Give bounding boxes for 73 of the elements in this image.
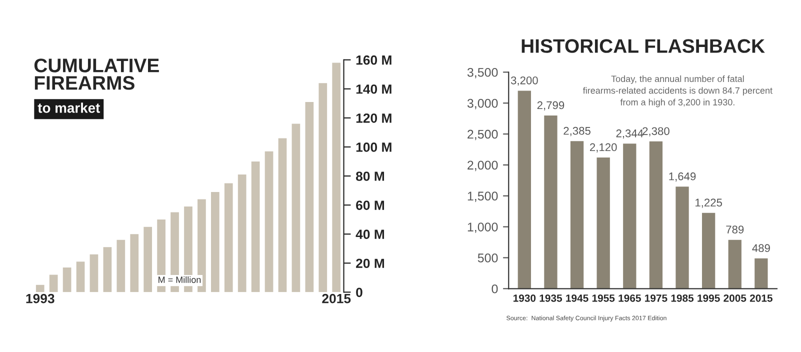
- x-tick-label: 1995: [698, 294, 720, 302]
- chart-title: CUMULATIVE FIREARMS: [34, 58, 159, 90]
- y-tick-label: 3,500: [467, 68, 498, 78]
- y-tick-label: 100 M: [356, 142, 392, 152]
- x-tick-label: 1985: [671, 294, 694, 302]
- data-label: 2,120: [590, 143, 617, 152]
- bar: [278, 138, 287, 292]
- y-tick-label: 1,000: [468, 222, 498, 233]
- bar: [238, 174, 246, 292]
- bar: [130, 234, 139, 292]
- bar: [116, 240, 126, 292]
- bar: [224, 183, 233, 292]
- bar: [332, 62, 341, 292]
- y-tick-label: 80 M: [356, 172, 384, 181]
- y-tick-label: 160 M: [356, 55, 392, 65]
- bar: [264, 151, 274, 292]
- bar: [676, 186, 689, 289]
- y-tick-label: 2,500: [468, 130, 498, 140]
- bar: [754, 258, 768, 289]
- y-tick-label: 40 M: [356, 230, 384, 239]
- bar: [649, 141, 663, 289]
- annotation: Today, the annual number of fatal firearms-related accidents is down 84.7 percent from a high of 3,200 in 1930.: [582, 75, 772, 108]
- bar: [305, 102, 314, 292]
- bar: [318, 83, 328, 292]
- bar: [49, 274, 58, 292]
- y-tick-label: 1,500: [468, 192, 498, 202]
- data-label: 2,344: [616, 129, 644, 139]
- x-tick-label: 1955: [592, 294, 615, 302]
- data-label: 2,799: [537, 101, 564, 110]
- y-tick-label: 60 M: [356, 200, 384, 210]
- y-tick-label: 0: [492, 284, 498, 294]
- bar: [251, 161, 260, 292]
- bar: [144, 226, 152, 292]
- bar: [62, 267, 72, 292]
- data-label: 789: [726, 226, 744, 234]
- data-label: 2,385: [564, 126, 590, 136]
- data-label: 3,200: [510, 76, 538, 86]
- x-tick-label: 1965: [618, 294, 641, 302]
- bar: [76, 262, 85, 292]
- bar: [292, 124, 300, 292]
- x-tick-label: 1935: [540, 294, 562, 302]
- annotation: M = Million: [158, 276, 201, 283]
- y-tick-label: 20 M: [356, 258, 384, 268]
- y-tick-label: 500: [478, 254, 498, 262]
- bar: [570, 141, 584, 289]
- bar: [728, 240, 742, 289]
- data-label: 1,225: [696, 198, 722, 208]
- chart-title: HISTORICAL FLASHBACK: [522, 39, 765, 53]
- data-label: 1,649: [669, 172, 696, 182]
- x-tick-label: 1993: [26, 294, 54, 304]
- bar: [596, 158, 610, 289]
- y-tick-label: 2,000: [468, 160, 498, 172]
- bar: [623, 144, 636, 289]
- y-tick-label: 140 M: [356, 84, 392, 94]
- y-tick-label: 3,000: [467, 98, 498, 110]
- bar: [103, 247, 112, 292]
- bar: [544, 116, 558, 289]
- y-tick-label: 120 M: [356, 113, 392, 123]
- x-tick-label: 2005: [724, 294, 746, 302]
- data-label: 489: [752, 244, 770, 252]
- x-tick-label: 2015: [322, 294, 351, 304]
- bar: [702, 212, 716, 289]
- bar: [36, 284, 44, 292]
- data-label: 2,380: [642, 127, 670, 136]
- bar: [210, 192, 220, 292]
- bar: [90, 254, 98, 292]
- x-tick-label: 2015: [750, 294, 772, 302]
- x-tick-label: 1930: [513, 294, 536, 302]
- x-tick-label: 1975: [645, 294, 668, 302]
- y-tick-label: 0: [356, 288, 362, 298]
- x-tick-label: 1945: [566, 294, 588, 302]
- bar: [518, 90, 531, 289]
- text: to market: [38, 102, 100, 113]
